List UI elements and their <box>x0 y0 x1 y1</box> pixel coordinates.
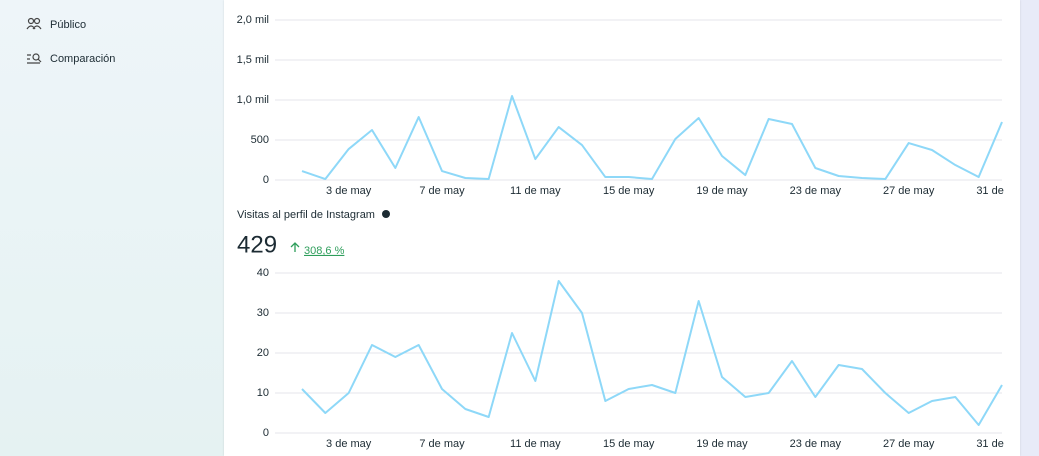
y-tick-label: 0 <box>263 174 269 186</box>
x-tick-label: 7 de may <box>419 438 465 450</box>
y-tick-label: 500 <box>251 134 269 146</box>
y-tick-label: 20 <box>257 347 269 359</box>
icon <box>26 17 42 30</box>
x-tick-label: 3 de may <box>326 185 372 197</box>
x-tick-label: 27 de may <box>883 438 935 450</box>
card <box>224 0 1020 456</box>
nav-label[interactable]: Comparación <box>50 53 115 65</box>
charts: 0 500 1,0 mil 1,5 mil 2,0 mil 3 de may 7 de ma… <box>237 14 1028 450</box>
y-tick-label: 40 <box>257 267 269 279</box>
change-value: 308,6 % <box>304 245 345 257</box>
y-tick-label: 10 <box>257 387 269 399</box>
x-tick-label: 31 de may <box>976 185 1028 197</box>
x-tick-label: 19 de may <box>696 185 748 197</box>
nav-label[interactable]: Público <box>50 19 86 31</box>
x-tick-label: 15 de may <box>603 438 655 450</box>
data-line <box>301 280 1003 426</box>
nav-publico[interactable]: Público <box>26 17 86 31</box>
x-tick-label: 31 de may <box>976 438 1028 450</box>
background <box>1020 0 1039 456</box>
y-tick-label: 2,0 mil <box>237 14 269 26</box>
data-line <box>301 95 1003 181</box>
y-tick-label: 30 <box>257 307 269 319</box>
x-tick-label: 27 de may <box>883 185 935 197</box>
y-tick-label: 1,0 mil <box>237 94 269 106</box>
nav-comparacion[interactable]: Comparación <box>27 53 115 65</box>
info-icon <box>382 210 390 218</box>
x-tick-label: 7 de may <box>419 185 465 197</box>
x-tick-label: 11 de may <box>510 185 561 197</box>
x-tick-label: 11 de may <box>510 438 561 450</box>
x-tick-label: 3 de may <box>326 438 372 450</box>
x-tick-label: 23 de may <box>790 438 842 450</box>
total-value: 429 <box>237 231 277 258</box>
icon <box>27 53 42 64</box>
x-tick-label: 23 de may <box>790 185 842 197</box>
y-tick-label: 1,5 mil <box>237 54 269 66</box>
x-tick-label: 19 de may <box>696 438 748 450</box>
y-tick-label: 0 <box>263 427 269 439</box>
up-arrow <box>290 242 300 252</box>
chart-title: Visitas al perfil de Instagram <box>237 209 375 221</box>
x-tick-label: 15 de may <box>603 185 655 197</box>
